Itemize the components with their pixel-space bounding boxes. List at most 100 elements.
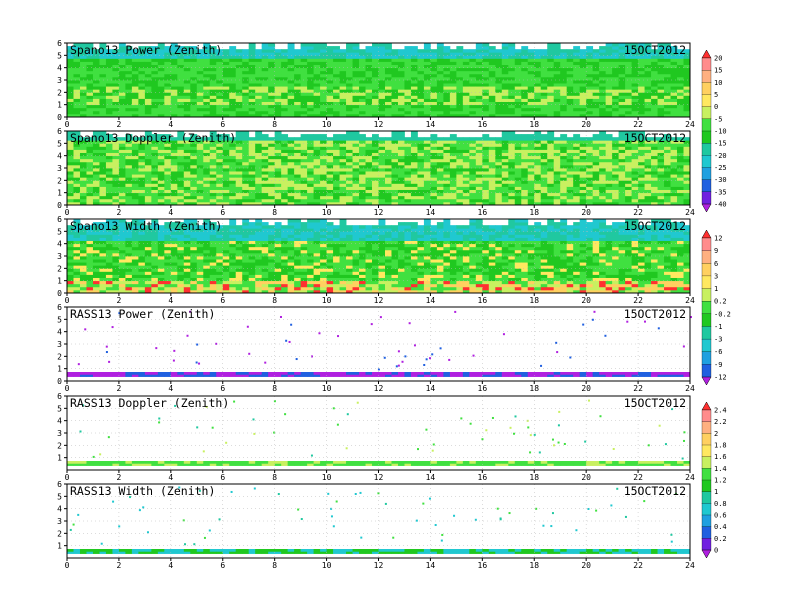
heatmap-cell (145, 165, 152, 168)
heatmap-cell (275, 74, 282, 77)
heatmap-cell (430, 55, 437, 58)
heatmap-cell (625, 80, 632, 83)
heatmap-cell (430, 71, 437, 74)
heatmap-cell (482, 58, 489, 61)
heatmap-cell (560, 143, 567, 146)
heatmap-cell (593, 80, 600, 83)
heatmap-cell (281, 95, 288, 98)
heatmap-cell (73, 99, 80, 102)
heatmap-cell (632, 174, 639, 177)
heatmap-cell (541, 80, 548, 83)
heatmap-cell (437, 58, 444, 61)
heatmap-cell (249, 146, 256, 149)
heatmap-cell (164, 74, 171, 77)
heatmap-cell (353, 137, 360, 140)
heatmap-cell (281, 105, 288, 108)
heatmap-cell (671, 180, 678, 183)
heatmap-cell (567, 168, 574, 171)
heatmap-cell (424, 71, 431, 74)
heatmap-cell (99, 92, 106, 95)
heatmap-cell (132, 74, 139, 77)
heatmap-cell (638, 150, 645, 153)
heatmap-cell (242, 134, 249, 137)
heatmap-cell (190, 150, 197, 153)
heatmap-cell (288, 86, 295, 89)
heatmap-cell (164, 199, 171, 202)
heatmap-cell (573, 168, 580, 171)
y-tick-label: 2 (57, 88, 62, 97)
heatmap-cell (333, 65, 340, 68)
heatmap-cell (606, 159, 613, 162)
heatmap-cell (67, 281, 74, 284)
heatmap-cell (508, 58, 515, 61)
heatmap-cell (294, 55, 301, 58)
heatmap-cell (112, 162, 119, 165)
heatmap-cell (320, 150, 327, 153)
heatmap-cell (132, 162, 139, 165)
heatmap-cell (125, 168, 132, 171)
heatmap-cell (547, 80, 554, 83)
heatmap-cell (404, 180, 411, 183)
heatmap-cell (307, 199, 314, 202)
heatmap-cell (307, 58, 314, 61)
heatmap-cell (671, 111, 678, 114)
heatmap-cell (385, 83, 392, 86)
heatmap-cell (658, 74, 665, 77)
heatmap-cell (450, 74, 457, 77)
heatmap-cell (541, 62, 548, 65)
heatmap-cell (443, 108, 450, 111)
heatmap-cell (294, 62, 301, 65)
heatmap-cell (625, 92, 632, 95)
heatmap-cell (353, 99, 360, 102)
heatmap-cell (86, 284, 93, 287)
heatmap-cell (99, 287, 106, 290)
heatmap-cell (463, 68, 470, 71)
heatmap-cell (404, 146, 411, 149)
heatmap-cell (417, 49, 424, 52)
heatmap-cell (80, 92, 87, 95)
heatmap-cell (489, 71, 496, 74)
heatmap-cell (132, 183, 139, 186)
heatmap-cell (190, 275, 197, 278)
heatmap-cell (437, 111, 444, 114)
heatmap-cell (430, 68, 437, 71)
heatmap-cell (619, 159, 626, 162)
heatmap-cell (456, 58, 463, 61)
heatmap-cell (567, 193, 574, 196)
heatmap-cell (255, 153, 262, 156)
heatmap-cell (73, 256, 80, 259)
heatmap-cell (515, 171, 522, 174)
heatmap-cell (223, 150, 230, 153)
heatmap-cell (236, 150, 243, 153)
panel-date: 15OCT2012 (624, 131, 686, 145)
heatmap-cell (301, 146, 308, 149)
x-tick-label: 14 (426, 120, 436, 129)
heatmap-cell (249, 102, 256, 105)
heatmap-cell (132, 262, 139, 265)
heatmap-cell (411, 174, 418, 177)
heatmap-cell (632, 62, 639, 65)
heatmap-cell (567, 146, 574, 149)
heatmap-cell (385, 156, 392, 159)
heatmap-cell (164, 268, 171, 271)
heatmap-cell (417, 171, 424, 174)
heatmap-cell (268, 174, 275, 177)
heatmap-cell (372, 58, 379, 61)
heatmap-cell (216, 111, 223, 114)
heatmap-cell (645, 168, 652, 171)
heatmap-cell (158, 196, 165, 199)
heatmap-cell (119, 275, 126, 278)
heatmap-cell (86, 108, 93, 111)
heatmap-cell (580, 108, 587, 111)
heatmap-cell (255, 168, 262, 171)
heatmap-cell (327, 83, 334, 86)
heatmap-cell (151, 86, 158, 89)
heatmap-cell (489, 177, 496, 180)
heatmap-cell (93, 74, 100, 77)
heatmap-cell (541, 153, 548, 156)
heatmap-cell (242, 143, 249, 146)
heatmap-cell (145, 250, 152, 253)
heatmap-cell (151, 58, 158, 61)
heatmap-cell (476, 46, 483, 49)
heatmap-cell (86, 287, 93, 290)
